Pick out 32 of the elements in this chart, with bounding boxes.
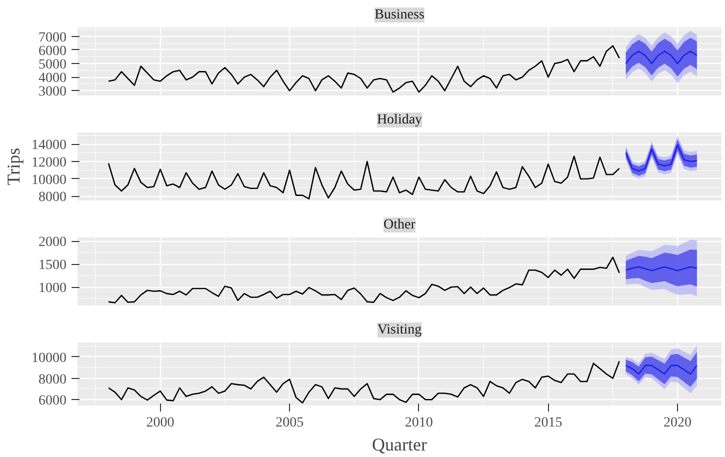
- y-tick-label: 14000: [32, 138, 66, 154]
- x-tick-label: 2015: [534, 416, 562, 430]
- line-series: [108, 156, 620, 200]
- y-tick-label: 1500: [38, 258, 66, 274]
- x-axis-title: Quarter: [372, 434, 427, 454]
- y-tick-label: 5000: [38, 58, 66, 73]
- y-axis-title: Trips: [4, 148, 24, 186]
- line-series: [625, 364, 698, 375]
- y-tick-label: 6000: [38, 394, 66, 409]
- y-tick-label: 2000: [38, 235, 66, 250]
- y-tick-label: 10000: [32, 172, 66, 188]
- chart-title: Business: [374, 8, 424, 22]
- x-tick-label: 2020: [664, 416, 692, 430]
- line-series: [108, 256, 620, 304]
- y-tick-label: 12000: [32, 156, 66, 171]
- chart-title: Other: [384, 218, 416, 232]
- y-tick-label: 7000: [38, 30, 66, 46]
- y-tick-label: 4000: [38, 71, 66, 86]
- y-tick-label: 8000: [38, 372, 66, 388]
- y-tick-label: 3000: [38, 84, 66, 100]
- line-series: [108, 360, 620, 404]
- line-series: [108, 45, 620, 93]
- y-tick-label: 1000: [38, 281, 66, 296]
- chart-title: Holiday: [376, 112, 422, 128]
- line-series: [625, 144, 698, 172]
- y-tick-label: 10000: [32, 350, 66, 366]
- y-tick-label: 6000: [38, 44, 66, 59]
- chart-title: Visiting: [377, 322, 422, 338]
- y-tick-label: 8000: [38, 190, 66, 206]
- x-tick-label: 2005: [276, 416, 304, 430]
- x-tick-label: 2000: [146, 416, 174, 430]
- x-tick-label: 2010: [404, 416, 433, 430]
